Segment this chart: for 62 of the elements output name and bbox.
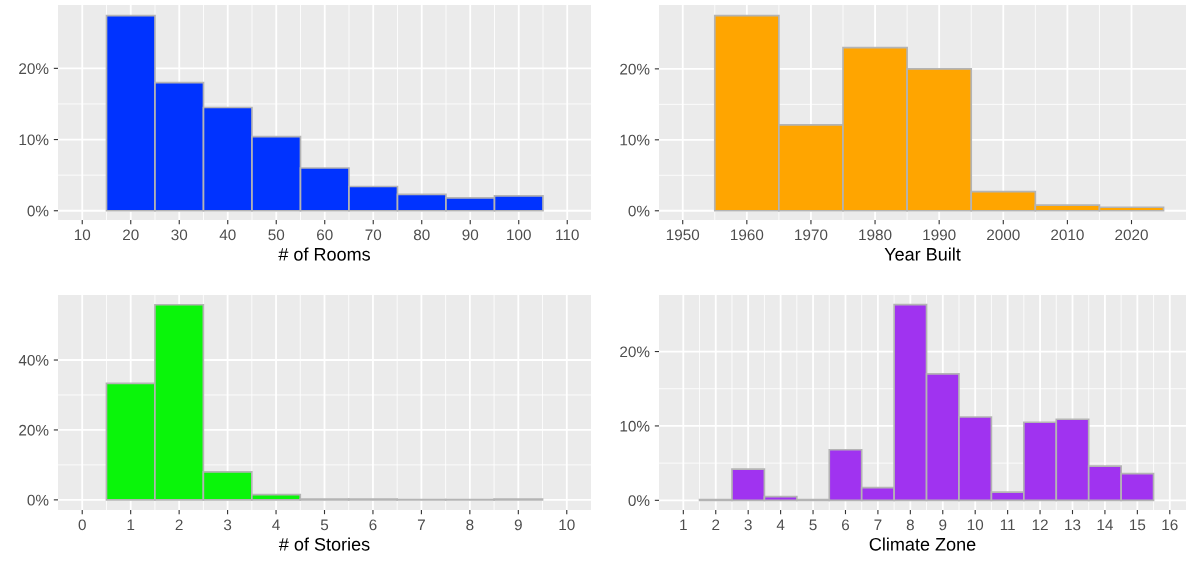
x-tick-label: 5	[809, 519, 817, 531]
y-tick-label: 0%	[27, 205, 49, 217]
x-axis-title: Climate Zone	[869, 537, 976, 551]
x-tick-label: 1960	[731, 229, 764, 241]
x-tick-label: 40	[219, 229, 236, 241]
x-tick-label: 1	[680, 519, 687, 531]
y-tick-label: 20%	[19, 424, 49, 436]
y-tick-label: 10%	[620, 420, 650, 432]
x-tick-label: 7	[874, 519, 882, 531]
x-tick-label: 12	[1032, 519, 1048, 531]
y-tick-label: 10%	[620, 134, 650, 146]
x-tick-label: 110	[556, 229, 579, 241]
y-tick-label: 20%	[19, 63, 49, 75]
x-tick-label: 16	[1162, 519, 1178, 531]
x-tick-label: 0	[78, 519, 86, 531]
y-tick-label: 0%	[628, 205, 650, 217]
x-tick-label: 9	[939, 519, 947, 531]
y-tick-label: 20%	[620, 346, 650, 358]
x-tick-label: 15	[1130, 519, 1146, 531]
x-tick-label: 2020	[1115, 229, 1148, 241]
y-tick-label: 0%	[27, 494, 49, 506]
x-tick-label: 2	[712, 519, 720, 531]
x-axis-title: Year Built	[884, 247, 961, 261]
x-tick-label: 1980	[859, 229, 892, 241]
x-tick-label: 1950	[666, 229, 700, 241]
x-tick-label: 10	[559, 519, 575, 531]
x-tick-label: 6	[369, 519, 377, 531]
x-tick-label: 2	[175, 519, 183, 531]
x-tick-label: 1970	[795, 229, 828, 241]
x-tick-label: 2010	[1051, 229, 1084, 241]
x-tick-label: 9	[514, 519, 522, 531]
x-tick-label: 60	[317, 229, 333, 241]
x-tick-label: 90	[462, 229, 479, 241]
x-tick-label: 80	[413, 229, 430, 241]
x-axis-title: # of Stories	[278, 537, 370, 551]
x-tick-label: 10	[967, 519, 984, 531]
x-tick-label: 20	[123, 229, 139, 241]
x-tick-label: 100	[507, 229, 531, 241]
y-tick-label: 20%	[620, 63, 650, 75]
y-tick-label: 0%	[628, 495, 650, 507]
x-tick-label: 1	[127, 519, 135, 531]
x-tick-label: 1990	[923, 229, 956, 241]
x-tick-label: 10	[74, 229, 91, 241]
x-tick-label: 6	[842, 519, 850, 531]
x-tick-label: 5	[320, 519, 329, 531]
x-tick-label: 8	[906, 519, 914, 531]
y-tick-label: 10%	[19, 134, 49, 146]
x-tick-label: 3	[744, 519, 752, 531]
x-tick-label: 13	[1065, 519, 1081, 531]
x-tick-label: 4	[776, 519, 785, 531]
x-tick-label: 4	[272, 519, 280, 531]
x-tick-label: 70	[365, 229, 382, 241]
x-axis-title: # of Rooms	[278, 247, 371, 261]
x-tick-label: 3	[223, 519, 232, 531]
x-tick-label: 8	[466, 519, 474, 531]
y-tick-label: 40%	[18, 354, 49, 366]
x-tick-label: 30	[171, 229, 188, 241]
x-tick-label: 50	[268, 229, 285, 241]
x-tick-label: 14	[1097, 519, 1113, 531]
x-tick-label: 7	[417, 519, 425, 531]
x-tick-label: 2000	[987, 229, 1020, 241]
x-tick-label: 11	[1000, 519, 1015, 531]
